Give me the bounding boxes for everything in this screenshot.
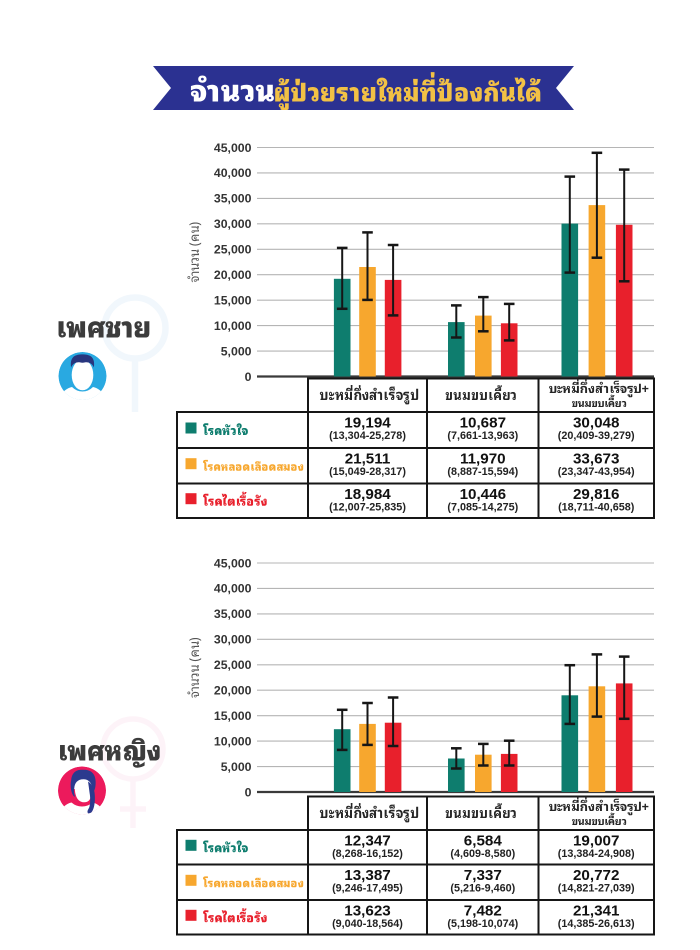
svg-text:18,984: 18,984 [344,486,391,503]
svg-text:7,482: 7,482 [464,903,502,920]
svg-text:30,048: 30,048 [573,415,619,432]
svg-text:13,387: 13,387 [344,867,390,884]
svg-text:(14,821-27,039): (14,821-27,039) [558,882,635,894]
svg-text:25,000: 25,000 [214,243,252,257]
svg-text:30,000: 30,000 [214,633,252,647]
svg-text:20,772: 20,772 [573,867,619,884]
svg-text:21,511: 21,511 [345,451,391,468]
svg-text:12,347: 12,347 [344,833,390,850]
svg-text:(4,609-8,580): (4,609-8,580) [450,848,515,860]
svg-text:45,000: 45,000 [214,556,252,570]
svg-text:35,000: 35,000 [214,192,252,206]
svg-text:45,000: 45,000 [214,141,252,155]
svg-text:(8,887-15,594): (8,887-15,594) [447,466,518,478]
svg-text:(12,007-25,835): (12,007-25,835) [329,501,406,513]
svg-text:7,337: 7,337 [464,867,502,884]
svg-text:15,000: 15,000 [214,294,252,308]
svg-text:15,000: 15,000 [214,709,252,723]
svg-text:(7,661-13,963): (7,661-13,963) [447,430,518,442]
svg-text:(13,304-25,278): (13,304-25,278) [329,430,406,442]
svg-text:(7,085-14,275): (7,085-14,275) [447,501,518,513]
svg-text:5,000: 5,000 [221,760,252,774]
svg-text:35,000: 35,000 [214,607,252,621]
svg-text:(15,049-28,317): (15,049-28,317) [329,466,406,478]
svg-text:(9,246-17,495): (9,246-17,495) [332,882,403,894]
svg-text:(20,409-39,279): (20,409-39,279) [558,430,635,442]
svg-text:30,000: 30,000 [214,217,252,231]
svg-text:10,446: 10,446 [460,486,506,503]
svg-text:(14,385-26,613): (14,385-26,613) [558,918,635,930]
svg-text:11,970: 11,970 [460,451,506,468]
svg-text:(8,268-16,152): (8,268-16,152) [332,848,403,860]
svg-text:19,007: 19,007 [573,833,619,850]
svg-text:19,194: 19,194 [344,415,391,432]
svg-text:(5,198-10,074): (5,198-10,074) [447,918,518,930]
svg-text:10,000: 10,000 [214,734,252,748]
svg-text:(13,384-24,908): (13,384-24,908) [558,848,635,860]
svg-text:13,623: 13,623 [344,903,390,920]
svg-text:40,000: 40,000 [214,166,252,180]
svg-text:(9,040-18,564): (9,040-18,564) [332,918,403,930]
svg-text:(18,711-40,658): (18,711-40,658) [558,501,635,513]
svg-text:40,000: 40,000 [214,582,252,596]
svg-text:10,687: 10,687 [460,415,506,432]
svg-text:5,000: 5,000 [221,344,252,358]
svg-text:33,673: 33,673 [573,451,619,468]
svg-text:0: 0 [245,370,252,384]
svg-text:21,341: 21,341 [573,903,620,920]
svg-text:0: 0 [245,785,252,799]
svg-text:10,000: 10,000 [214,319,252,333]
svg-text:(23,347-43,954): (23,347-43,954) [558,466,635,478]
svg-text:(5,216-9,460): (5,216-9,460) [450,882,515,894]
svg-text:25,000: 25,000 [214,658,252,672]
svg-text:20,000: 20,000 [214,684,252,698]
svg-text:20,000: 20,000 [214,268,252,282]
svg-text:29,816: 29,816 [573,486,619,503]
svg-text:6,584: 6,584 [464,833,503,850]
